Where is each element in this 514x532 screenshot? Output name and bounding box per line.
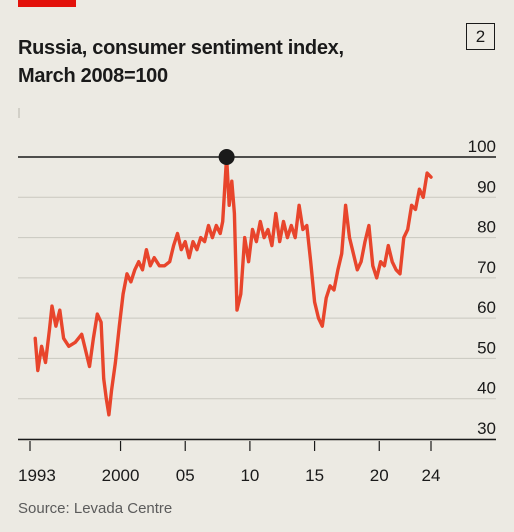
y-tick-label-30: 30 [477, 419, 496, 438]
y-tick-label-80: 80 [477, 218, 496, 237]
x-tick-label-2010: 10 [240, 466, 259, 485]
x-tick-label-2005: 05 [176, 466, 195, 485]
y-tick-label-50: 50 [477, 338, 496, 357]
y-tick-label-90: 90 [477, 177, 496, 196]
highlight-point-march-2008 [218, 149, 235, 165]
y-tick-label-40: 40 [477, 379, 496, 398]
x-tick-label-1993: 1993 [18, 466, 56, 485]
y-tick-label-70: 70 [477, 258, 496, 277]
source-note: Source: Levada Centre [18, 500, 173, 517]
title-line-1: Russia, consumer sentiment index, [18, 37, 344, 59]
series-line-0 [33, 155, 433, 417]
brand-accent-bar [18, 0, 76, 7]
x-tick-label-2020: 20 [370, 466, 389, 485]
chart-title: Russia, consumer sentiment index, March … [18, 34, 438, 90]
chart-number-badge: 2 [466, 23, 495, 50]
x-tick-label-2000: 2000 [102, 466, 140, 485]
title-line-2: March 2008=100 [18, 65, 168, 87]
y-tick-label-100: 100 [468, 137, 496, 156]
y-tick-label-60: 60 [477, 298, 496, 317]
x-tick-label-2024: 24 [422, 466, 441, 485]
x-tick-label-2015: 15 [305, 466, 324, 485]
